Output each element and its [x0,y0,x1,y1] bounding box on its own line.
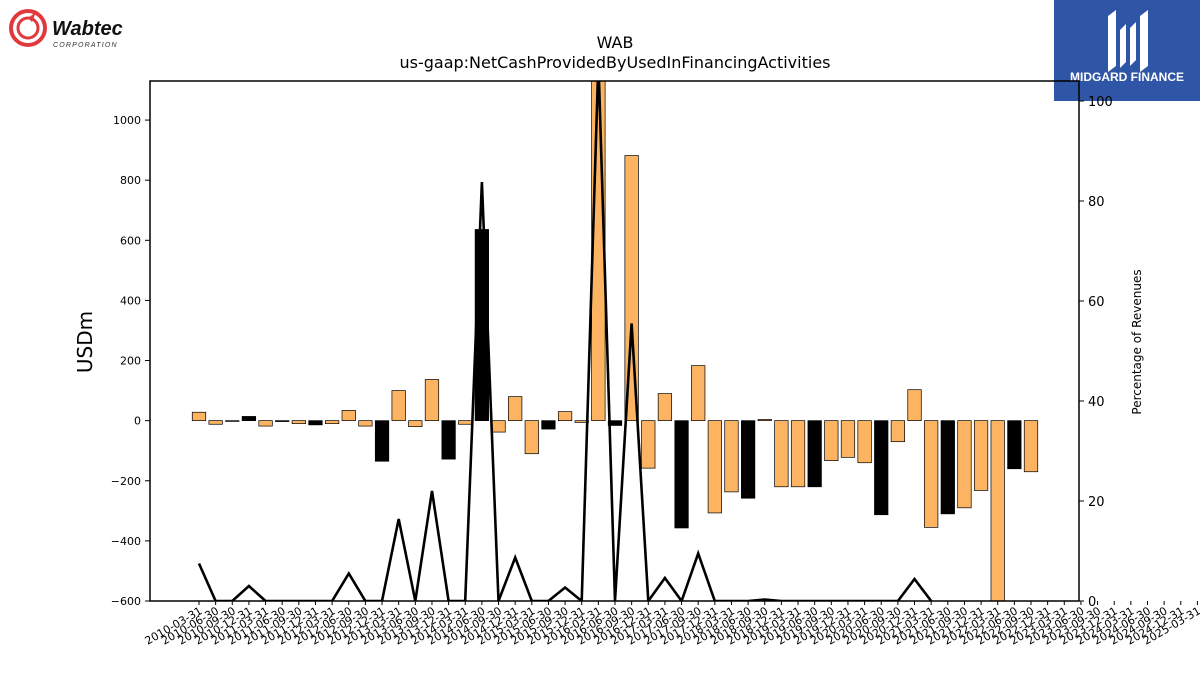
bar-2020-12-31 [907,389,922,422]
bar-2014-12-31 [508,396,523,422]
bar-2013-06-30 [408,420,423,428]
y-tick-label: 400 [120,294,141,307]
y2-tick-label: 0 [1088,595,1096,610]
bar-2022-06-30 [1007,420,1022,470]
y-tick-label: −600 [111,595,141,608]
bar-2015-03-31 [524,420,539,455]
bar-2018-09-30 [757,419,772,422]
y2-tick-label: 80 [1088,195,1105,210]
bar-2022-09-30 [1023,420,1039,473]
bar-2020-06-30 [874,420,889,516]
bar-2010-03-31 [191,411,207,422]
bar-2017-03-31 [657,393,673,422]
left-y-axis: −600 −400 −200 0 200 400 600 800 1000 [111,114,150,608]
bar-2018-12-31 [774,420,789,488]
right-y-axis: 0 20 40 60 80 100 [1079,95,1113,610]
bar-2010-06-30 [208,420,223,425]
right-y-axis-label: Percentage of Revenues [1130,269,1144,414]
wabtec-swirl-icon [9,9,47,47]
bar-2016-09-30 [624,155,639,422]
bar-2017-12-31 [707,420,722,514]
bar-2011-03-31 [258,420,273,427]
y-tick-label: 1000 [113,114,141,127]
bars-layer [191,81,1039,601]
y2-tick-label: 60 [1088,295,1105,310]
bar-2019-03-31 [790,420,806,488]
bar-2019-12-31 [840,420,856,458]
chart-title: WAB [597,33,634,52]
bar-2021-12-31 [973,420,989,491]
bar-2017-06-30 [674,420,689,529]
bar-2021-06-30 [940,420,955,515]
bar-2013-09-30 [424,379,440,422]
bar-2019-09-30 [824,420,839,461]
ratio-line-series [197,81,933,601]
y-tick-label: 800 [120,174,141,187]
bar-2011-09-30 [291,420,306,425]
y-tick-label: −400 [111,535,141,548]
midgard-logo-name: MIDGARD FINANCE [1070,70,1184,84]
bar-2016-12-31 [641,420,656,469]
y-tick-label: −200 [111,475,141,488]
bar-2021-03-31 [924,420,939,528]
bar-2011-06-30 [275,420,290,422]
bar-2022-03-31 [990,420,1005,601]
wabtec-logo-subtitle: CORPORATION [53,42,118,49]
bar-2014-09-30 [491,420,506,433]
wabtec-logo: Wabtec CORPORATION [9,9,123,49]
x-axis: 2010-03-312010-06-302010-09-302010-12-31… [143,601,1200,648]
y2-tick-label: 20 [1088,495,1105,510]
plot-frame [149,80,1080,602]
bar-2013-12-31 [441,420,456,460]
bar-2010-12-31 [241,416,257,422]
bar-2014-03-31 [458,420,473,425]
bar-2018-06-30 [741,420,756,499]
bar-2015-09-30 [557,411,573,422]
bar-2017-09-30 [691,365,706,422]
bar-2012-09-30 [358,420,373,427]
bar-2010-09-30 [225,420,240,422]
y-tick-label: 200 [120,355,141,368]
y-tick-label: 600 [120,234,141,247]
bar-2012-06-30 [341,410,356,422]
bar-2015-06-30 [541,420,556,430]
wabtec-logo-name: Wabtec [52,18,123,40]
bar-2018-03-31 [724,420,739,493]
bar-2020-03-31 [857,420,872,464]
bar-2012-03-31 [325,420,340,425]
bar-2019-06-30 [807,420,822,488]
bar-2011-12-31 [308,420,323,426]
bar-2012-12-31 [374,420,390,462]
chart-subtitle: us-gaap:NetCashProvidedByUsedInFinancing… [399,53,830,72]
bar-2021-09-30 [957,420,972,509]
bar-2013-03-31 [391,390,406,422]
y-axis-label: USDm [73,311,97,373]
midgard-mark-icon [1108,10,1148,72]
ratio-line-layer [197,81,933,601]
bar-2020-09-30 [890,420,905,443]
y2-tick-label: 40 [1088,395,1105,410]
y-tick-label: 0 [134,415,141,428]
y2-tick-label: 100 [1088,95,1113,110]
